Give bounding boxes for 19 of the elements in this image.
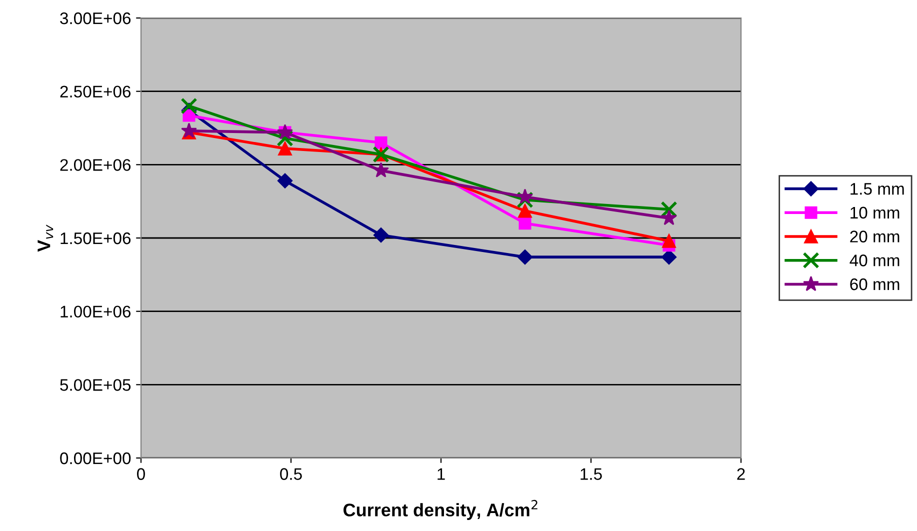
legend-label: 20 mm [850, 230, 900, 242]
y-axis-title: V$_{vv}$ [38, 224, 54, 252]
x-tick-label: 2 [737, 468, 745, 480]
x-tick-label: 1.5 [580, 468, 602, 480]
y-tick-label: 1.00E+06 [60, 306, 131, 318]
x-tick-label: 0.5 [280, 468, 302, 480]
legend-label: 60 mm [850, 278, 900, 290]
x-tick-label: 1 [438, 468, 445, 480]
y-tick-label: 5.00E+05 [60, 379, 131, 391]
y-tick-label: 2.50E+06 [60, 86, 131, 98]
x-tick-label: 0 [137, 468, 145, 480]
legend-label: 40 mm [850, 254, 900, 266]
legend-label: 10 mm [850, 206, 900, 219]
y-tick-label: 3.00E+06 [60, 12, 131, 24]
y-tick-label: 0.00E+00 [60, 452, 131, 464]
legend-label: 1.5 mm [850, 183, 904, 195]
x-axis-title: Current density, A/cm$^{2}$ [344, 500, 538, 520]
y-tick-label: 1.50E+06 [60, 232, 131, 244]
y-tick-label: 2.00E+06 [60, 159, 131, 171]
